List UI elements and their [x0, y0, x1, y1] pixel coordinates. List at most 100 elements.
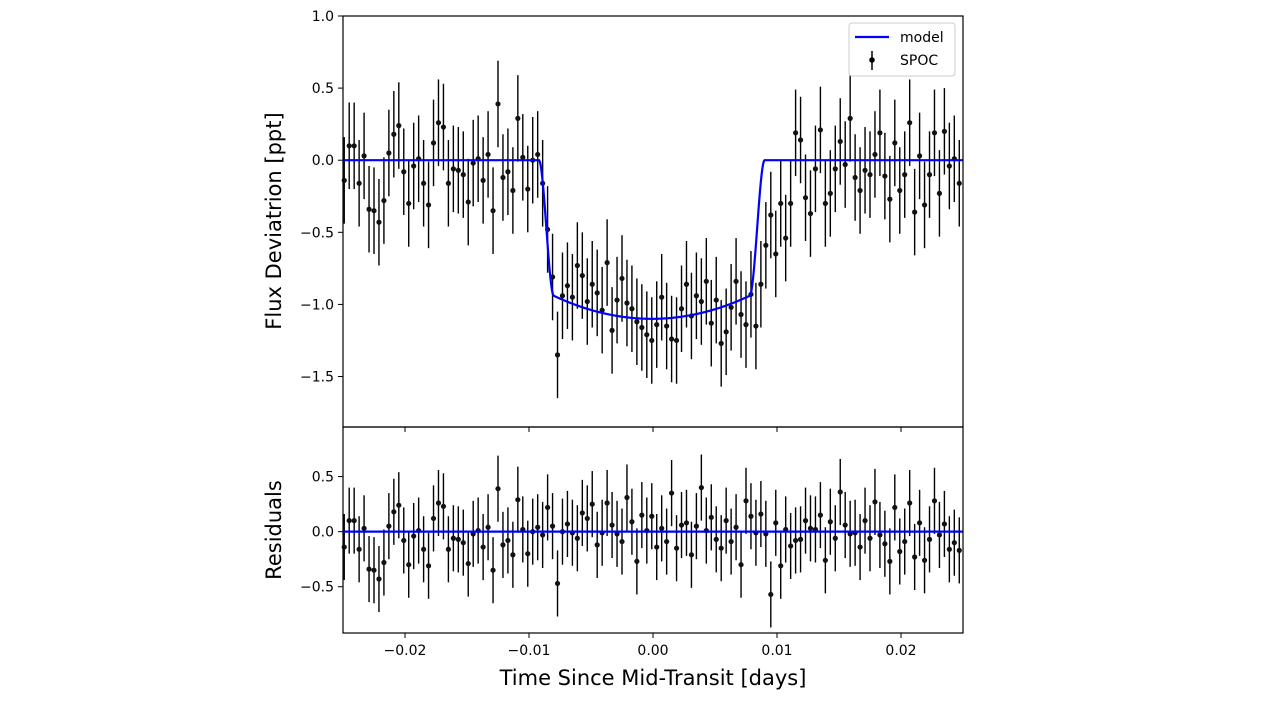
top-data-point — [723, 329, 729, 335]
bottom-data-point — [366, 566, 372, 572]
bottom-data-point — [654, 544, 660, 550]
top-data-point — [450, 166, 456, 172]
bottom-data-point — [545, 504, 551, 511]
bottom-data-point — [515, 497, 521, 503]
top-data-point — [490, 208, 496, 214]
bottom-data-point — [361, 525, 367, 531]
top-data-point — [430, 140, 437, 146]
bottom-data-point — [917, 520, 923, 526]
top-data-point — [510, 187, 516, 194]
top-data-point — [817, 127, 824, 133]
bottom-data-point — [500, 542, 506, 548]
bottom-data-point — [827, 519, 833, 525]
top-data-point — [649, 337, 655, 344]
top-data-point — [460, 172, 466, 178]
bottom-data-point — [882, 541, 888, 547]
bottom-data-point — [758, 511, 764, 517]
bottom-data-point — [386, 523, 392, 529]
top-data-point — [465, 199, 471, 205]
bottom-data-point — [718, 545, 724, 551]
top-ytick-label: 0.5 — [312, 81, 334, 97]
top-data-point — [807, 210, 814, 217]
bottom-data-point — [673, 545, 680, 551]
bottom-data-point — [728, 538, 734, 545]
bottom-data-point — [817, 512, 824, 518]
top-data-point — [381, 197, 387, 204]
bottom-data-point — [421, 546, 427, 552]
bottom-data-point — [401, 537, 407, 544]
top-data-point — [664, 323, 670, 329]
xtick-label: 0.00 — [637, 643, 668, 659]
bottom-data-point — [778, 563, 784, 569]
bottom-data-point — [921, 557, 928, 563]
bottom-data-point — [490, 567, 496, 573]
bottom-data-point — [877, 532, 883, 538]
top-data-point — [564, 283, 571, 289]
top-data-point — [867, 172, 873, 178]
top-data-point — [793, 130, 799, 136]
top-data-point — [936, 190, 943, 196]
bottom-data-point — [440, 503, 447, 509]
bottom-data-point — [485, 524, 491, 530]
top-data-point — [366, 206, 372, 212]
bottom-y-ticks: 0.5 0.0 −0.5 — [300, 470, 343, 596]
top-data-point — [495, 101, 501, 107]
bottom-data-point — [356, 546, 362, 552]
top-data-point — [738, 311, 744, 318]
top-data-point — [554, 352, 561, 358]
top-data-point — [411, 163, 417, 169]
bottom-data-point — [425, 563, 432, 569]
top-data-point — [584, 298, 590, 305]
bottom-data-point — [619, 538, 625, 545]
top-data-point — [406, 200, 412, 207]
bottom-data-point — [465, 560, 471, 567]
bottom-data-point — [733, 524, 739, 530]
top-data-point — [659, 294, 665, 300]
top-ytick-label: −0.5 — [300, 225, 334, 241]
top-data-point — [421, 180, 427, 186]
bottom-data-point — [445, 546, 451, 552]
bottom-data-point — [624, 494, 630, 501]
top-data-point — [917, 153, 923, 159]
bottom-data-point — [837, 489, 843, 495]
bottom-data-point — [862, 518, 868, 524]
bottom-data-point — [435, 500, 442, 506]
bottom-data-point — [351, 518, 357, 524]
bottom-data-point — [738, 562, 744, 568]
top-data-point — [609, 327, 615, 333]
top-data-point — [763, 242, 769, 248]
top-data-point — [455, 167, 461, 173]
bottom-data-point — [510, 552, 516, 558]
top-data-point — [346, 143, 352, 149]
bottom-data-point — [376, 576, 382, 582]
top-data-point — [847, 115, 853, 121]
top-data-point — [862, 167, 868, 173]
bottom-data-point — [748, 513, 754, 519]
top-data-point — [485, 151, 491, 158]
top-data-point — [921, 202, 928, 208]
top-data-point — [520, 154, 526, 160]
top-data-point — [669, 336, 675, 342]
top-data-point — [624, 300, 630, 306]
top-y-axis-title: Flux Deviatrion [ppt] — [262, 112, 286, 329]
bottom-data-point — [683, 520, 690, 526]
bottom-data-point — [802, 518, 809, 524]
top-data-point — [931, 130, 938, 136]
bottom-data-point — [480, 544, 486, 550]
bottom-data-point — [723, 518, 729, 524]
top-data-point — [733, 278, 739, 284]
top-data-point — [708, 320, 714, 326]
bottom-data-point — [793, 537, 799, 544]
top-data-point — [559, 293, 566, 299]
bottom-x-ticks: −0.02 −0.01 0.00 0.01 0.02 — [384, 427, 917, 659]
top-data-point — [376, 219, 382, 225]
top-data-point — [500, 174, 506, 181]
top-data-point — [941, 128, 948, 134]
bottom-data-point — [887, 558, 893, 564]
bottom-data-point — [951, 540, 957, 546]
top-data-point — [604, 260, 610, 266]
bottom-data-point — [693, 523, 700, 529]
bottom-data-point — [912, 554, 918, 560]
bottom-data-point — [396, 502, 402, 508]
